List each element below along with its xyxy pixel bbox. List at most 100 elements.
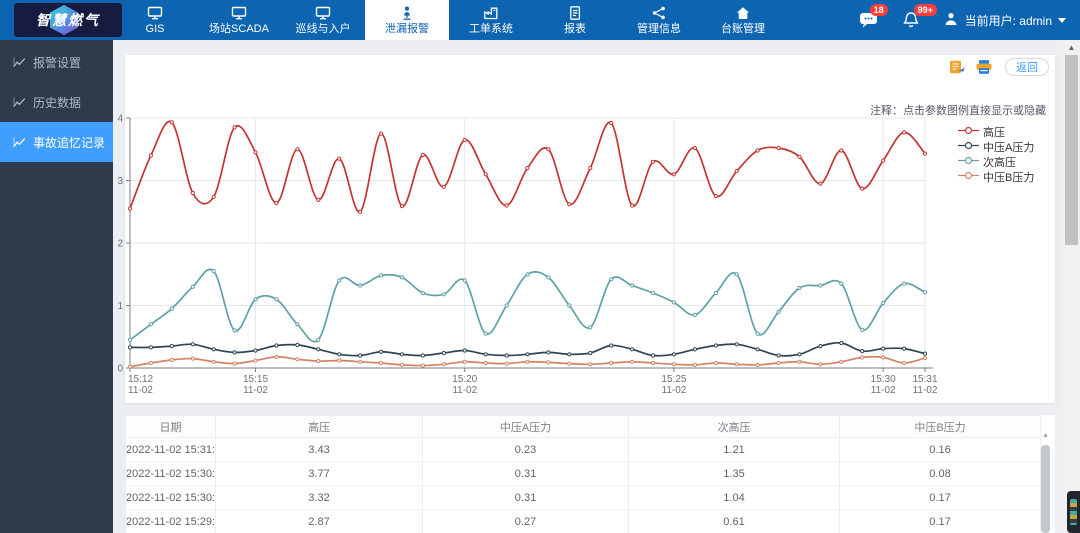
widget-stripes (1070, 499, 1077, 525)
nav-tab-5[interactable]: 报表 (533, 0, 617, 40)
chat-bubble-icon (859, 13, 879, 33)
svg-text:11-02: 11-02 (128, 385, 153, 396)
chart-toolbar (949, 59, 993, 75)
chart-legend: 高压中压A压力次高压中压B压力 (958, 125, 1035, 184)
notifications-button[interactable]: 99+ (902, 4, 937, 29)
nav-tab-3[interactable]: 泄漏报警 (365, 0, 449, 40)
print-icon[interactable] (975, 59, 993, 75)
table-cell: 3.77 (215, 461, 423, 486)
page-scrollbar: ▲ (1063, 40, 1080, 533)
table-cell: 0.16 (839, 437, 1041, 462)
legend-item-2[interactable]: 次高压 (958, 155, 1034, 169)
table-cell: 0.61 (628, 509, 840, 533)
table-scrollbar: ▲ (1040, 431, 1051, 533)
floating-widget[interactable] (1067, 491, 1080, 533)
svg-text:0: 0 (117, 364, 123, 375)
table-header-cell: 日期 (125, 415, 216, 438)
nav-tab-label: 台账管理 (721, 23, 765, 35)
svg-text:15:31: 15:31 (912, 374, 937, 385)
legend-item-0[interactable]: 高压 (958, 125, 1034, 139)
current-user-label: 当前用户: admin (964, 13, 1052, 28)
legend-marker-icon (958, 156, 979, 168)
table-cell: 1.35 (628, 461, 840, 486)
table-header-cell: 中压B压力 (839, 415, 1041, 438)
legend-label: 中压B压力 (983, 171, 1035, 184)
table-header-row: 日期 高压 中压A压力 次高压 中压B压力 (125, 415, 1041, 438)
nav-tab-2[interactable]: 巡线与入户 (281, 0, 365, 40)
back-button[interactable]: 返回 (1005, 58, 1049, 76)
nav-tab-label: 泄漏报警 (385, 23, 429, 35)
table-row-2: 2022-11-02 15:30:053.320.311.040.17 (125, 485, 1041, 510)
nav-tab-1[interactable]: 场站SCADA (197, 0, 281, 40)
sidebar-item-label: 报警设置 (33, 55, 82, 70)
app-logo: 智慧燃气 (14, 3, 122, 37)
svg-text:4: 4 (117, 114, 123, 125)
svg-text:11-02: 11-02 (662, 385, 687, 396)
nav-tab-4[interactable]: 工单系统 (449, 0, 533, 40)
legend-marker-icon (958, 126, 979, 138)
monitor-icon (231, 5, 247, 21)
legend-label: 次高压 (983, 156, 1016, 169)
table-cell: 0.31 (422, 485, 629, 510)
legend-item-1[interactable]: 中压A压力 (958, 140, 1035, 154)
logo-text: 智慧燃气 (36, 12, 100, 28)
table-row-1: 2022-11-02 15:30:453.770.311.350.08 (125, 461, 1041, 486)
nav-tab-7[interactable]: 台账管理 (701, 0, 785, 40)
table-header-cell: 中压A压力 (422, 415, 629, 438)
table-cell: 1.04 (628, 485, 840, 510)
scroll-up-icon[interactable]: ▲ (1042, 432, 1049, 439)
svg-text:15:25: 15:25 (661, 374, 686, 385)
scroll-up-icon[interactable]: ▲ (1067, 42, 1076, 52)
document-icon (567, 5, 583, 21)
sidebar-item-0[interactable]: 报警设置 (0, 42, 113, 82)
share-icon (651, 5, 667, 21)
page-scrollbar-thumb[interactable] (1065, 55, 1078, 245)
user-icon (943, 11, 959, 30)
table-cell: 0.23 (422, 437, 629, 462)
nav-tab-label: 巡线与入户 (295, 23, 351, 35)
svg-text:2: 2 (117, 239, 123, 250)
chevron-down-icon (1058, 17, 1066, 23)
table-cell: 0.31 (422, 461, 629, 486)
chart-note: 注释：点击参数图例直接显示或隐藏 (870, 105, 1046, 117)
legend-label: 中压A压力 (983, 141, 1035, 154)
nav-tab-label: 工单系统 (469, 23, 513, 35)
table-cell: 3.43 (215, 437, 423, 462)
svg-text:11-02: 11-02 (452, 385, 477, 396)
trend-icon (13, 56, 26, 68)
sidebar-item-1[interactable]: 历史数据 (0, 82, 113, 122)
chart-panel: 返回 注释：点击参数图例直接显示或隐藏 高压中压A压力次高压中压B压力 0 1 2 3… (117, 55, 1055, 403)
legend-marker-icon (958, 171, 979, 183)
export-icon[interactable] (949, 59, 966, 75)
table-cell: 2.87 (215, 509, 423, 533)
nav-tab-label: 报表 (564, 23, 586, 35)
trend-icon (13, 136, 26, 148)
svg-text:1: 1 (117, 301, 123, 312)
sidebar-menu: 报警设置历史数据 事故追忆记录 (0, 40, 113, 533)
legend-item-3[interactable]: 中压B压力 (958, 170, 1035, 184)
nav-tab-label: 管理信息 (637, 23, 681, 35)
table-cell: 0.08 (839, 461, 1041, 486)
top-navigation-bar: 智慧燃气 GIS 场站SCADA 巡线与入户 泄漏报警 工单系统 报表 管理信息 台账管理 1… (0, 0, 1080, 40)
nav-tab-label: GIS (145, 23, 165, 35)
sidebar-item-2[interactable]: 事故追忆记录 (0, 122, 113, 162)
svg-text:11-02: 11-02 (913, 385, 938, 396)
svg-text:15:20: 15:20 (452, 374, 477, 385)
nav-tab-6[interactable]: 管理信息 (617, 0, 701, 40)
messages-button[interactable]: 18 (859, 4, 888, 29)
svg-text:11-02: 11-02 (871, 385, 896, 396)
line-chart: 0123415:1211-0215:1511-0215:2011-0215:25… (117, 114, 938, 397)
table-scrollbar-thumb[interactable] (1041, 445, 1050, 533)
monitor-icon (315, 5, 331, 21)
notification-count-badge: 99+ (913, 4, 937, 16)
table-cell: 2022-11-02 15:30:45 (125, 461, 216, 486)
trend-icon (13, 96, 26, 108)
nav-tab-0[interactable]: GIS (113, 0, 197, 40)
svg-text:3: 3 (117, 176, 123, 187)
current-user-menu[interactable]: 当前用户: admin (943, 11, 1066, 30)
nav-tab-label: 场站SCADA (209, 23, 269, 35)
home-icon (735, 5, 751, 21)
table-row-0: 2022-11-02 15:31:153.430.231.210.16 (125, 437, 1041, 462)
